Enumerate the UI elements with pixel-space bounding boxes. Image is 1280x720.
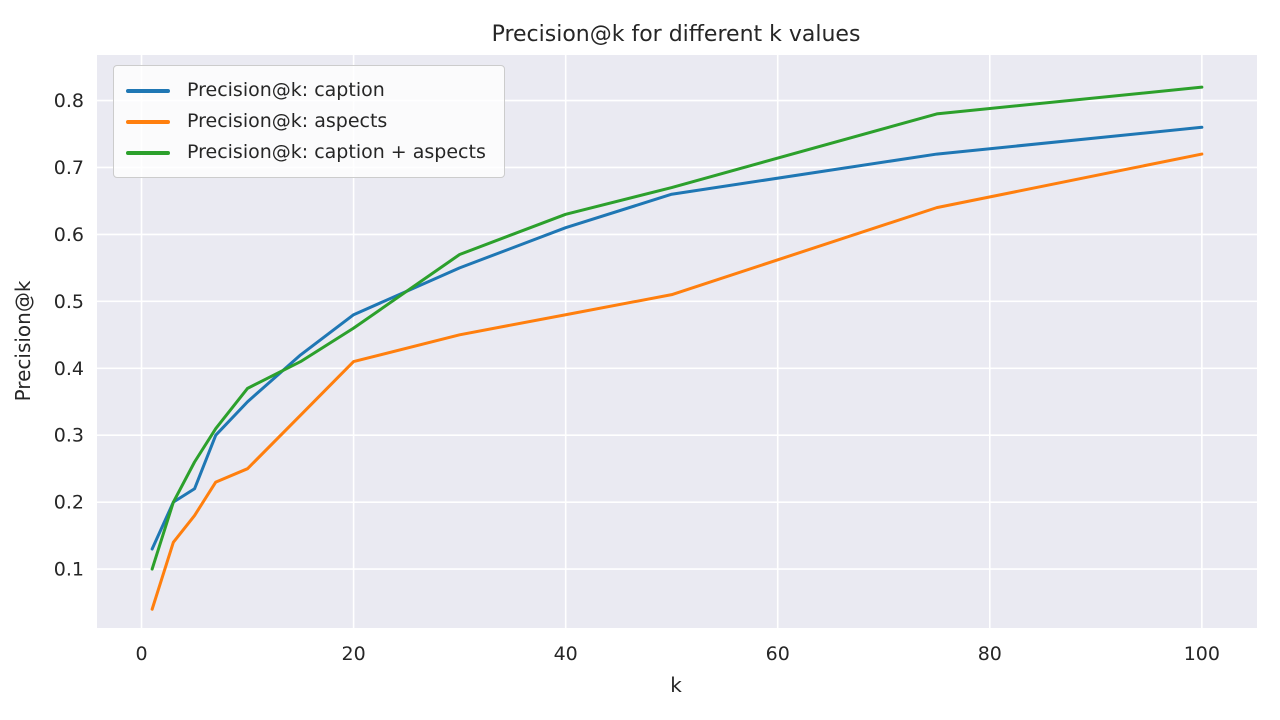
chart-title: Precision@k for different k values <box>492 22 861 47</box>
y-tick-label: 0.2 <box>54 492 84 514</box>
x-tick-label: 80 <box>978 643 1002 665</box>
legend-line-swatch-orange <box>126 119 170 124</box>
x-tick-label: 100 <box>1184 643 1220 665</box>
legend-item-caption-aspects: Precision@k: caption + aspects <box>126 137 486 168</box>
y-axis-label: Precision@k <box>11 280 35 401</box>
legend: Precision@k: caption Precision@k: aspect… <box>113 65 505 178</box>
x-tick-label: 40 <box>554 643 578 665</box>
legend-label: Precision@k: caption + aspects <box>187 141 486 163</box>
legend-item-caption: Precision@k: caption <box>126 75 486 106</box>
legend-line-swatch-blue <box>126 88 170 93</box>
series-line-1 <box>150 152 1204 611</box>
x-tick-label: 60 <box>766 643 790 665</box>
x-tick-label: 20 <box>342 643 366 665</box>
y-tick-label: 0.8 <box>54 90 84 112</box>
series-lines <box>150 85 1204 611</box>
legend-label: Precision@k: aspects <box>187 110 388 132</box>
y-tick-label: 0.4 <box>54 358 84 380</box>
legend-label: Precision@k: caption <box>187 79 385 101</box>
y-tick-label: 0.3 <box>54 425 84 447</box>
series-line-0 <box>150 125 1204 551</box>
y-tick-label: 0.7 <box>54 157 84 179</box>
series-line-2 <box>150 85 1204 571</box>
legend-item-aspects: Precision@k: aspects <box>126 106 486 137</box>
y-tick-label: 0.5 <box>54 291 84 313</box>
gridlines <box>97 55 1257 628</box>
x-tick-label: 0 <box>135 643 147 665</box>
legend-line-swatch-green <box>126 150 170 155</box>
y-tick-label: 0.6 <box>54 224 84 246</box>
tick-labels: 0 20 40 60 80 100 0.1 0.2 0.3 0.4 0.5 0.6 0.7 0.8 <box>54 90 1220 665</box>
y-tick-label: 0.1 <box>54 559 84 581</box>
x-axis-label: k <box>670 673 682 697</box>
